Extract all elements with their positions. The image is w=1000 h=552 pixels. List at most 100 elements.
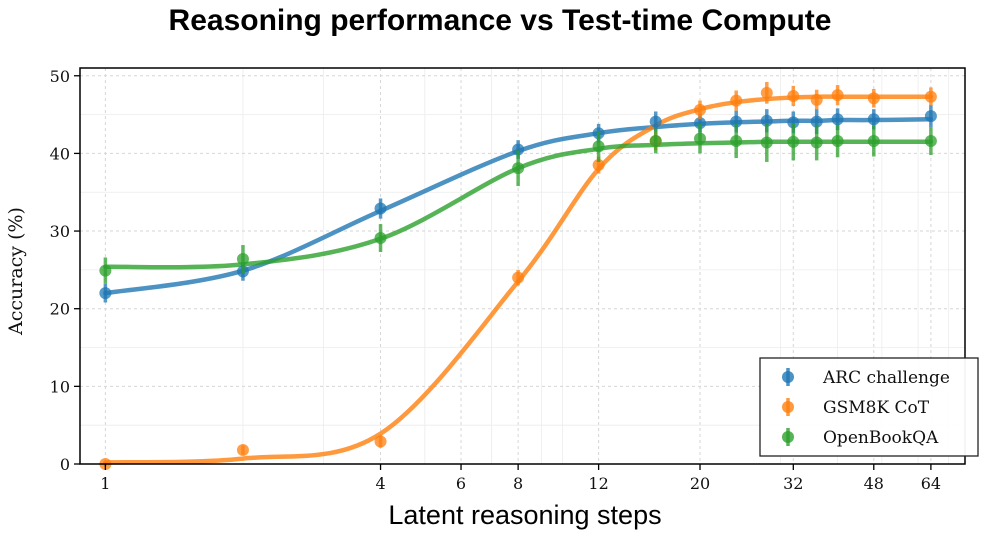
fit-curves xyxy=(103,94,934,465)
data-marker xyxy=(512,162,525,175)
data-point-gsm8k-cot xyxy=(730,90,743,111)
x-tick-label: 48 xyxy=(864,474,884,493)
data-marker xyxy=(99,264,112,277)
x-tick-label: 20 xyxy=(690,474,710,493)
data-marker xyxy=(730,134,743,147)
data-marker xyxy=(236,444,249,457)
data-point-arc-challenge xyxy=(374,198,387,219)
legend-label: ARC challenge xyxy=(822,368,950,388)
data-point-openbookqa xyxy=(810,124,823,161)
legend: ARC challenge GSM8K CoT OpenBookQA xyxy=(759,357,979,457)
data-point-arc-challenge xyxy=(99,283,112,303)
data-marker xyxy=(374,435,387,448)
data-point-gsm8k-cot xyxy=(810,89,823,110)
x-tick-label: 8 xyxy=(513,474,523,493)
data-point-openbookqa xyxy=(694,123,707,154)
y-tick-label: 40 xyxy=(50,144,70,163)
data-point-openbookqa xyxy=(592,130,605,162)
axis-ticks: 1 4 6 8 12 20 32 48 64 0 10 20 30 40 50 xyxy=(50,67,941,493)
x-tick-label: 1 xyxy=(100,474,110,493)
data-point-gsm8k-cot xyxy=(694,100,707,120)
axes-frame xyxy=(79,67,966,465)
data-point-gsm8k-cot xyxy=(374,435,387,448)
fit-curve-gsm8k-cot xyxy=(103,94,934,465)
data-point-openbookqa xyxy=(867,125,880,157)
legend-box xyxy=(759,357,979,457)
data-marker xyxy=(831,89,844,102)
data-marker xyxy=(649,115,662,128)
x-tick-label: 64 xyxy=(921,474,941,493)
data-point-openbookqa xyxy=(649,128,662,154)
data-marker xyxy=(924,90,937,103)
data-marker xyxy=(592,159,605,172)
data-marker xyxy=(512,143,525,156)
data-point-arc-challenge xyxy=(649,111,662,132)
data-marker xyxy=(810,115,823,128)
data-marker xyxy=(730,94,743,107)
data-point-openbookqa xyxy=(760,123,773,162)
data-marker xyxy=(730,115,743,128)
legend-marker xyxy=(782,371,794,383)
data-marker xyxy=(924,134,937,147)
data-marker xyxy=(924,110,937,123)
data-marker xyxy=(760,114,773,127)
data-point-gsm8k-cot xyxy=(512,269,525,286)
data-point-openbookqa xyxy=(236,245,249,273)
data-point-gsm8k-cot xyxy=(867,88,880,108)
data-point-gsm8k-cot xyxy=(924,87,937,107)
data-marker xyxy=(831,134,844,147)
data-point-arc-challenge xyxy=(924,105,937,128)
data-point-openbookqa xyxy=(924,127,937,155)
data-marker xyxy=(99,287,112,300)
data-point-openbookqa xyxy=(787,123,800,161)
data-marker xyxy=(810,93,823,106)
x-tick-label: 6 xyxy=(456,474,466,493)
data-point-gsm8k-cot xyxy=(787,85,800,107)
data-point-gsm8k-cot xyxy=(831,85,844,106)
legend-marker xyxy=(782,401,794,413)
data-point-openbookqa xyxy=(512,150,525,187)
data-point-gsm8k-cot xyxy=(236,444,249,457)
data-point-openbookqa xyxy=(831,124,844,158)
legend-item-arc-challenge: ARC challenge xyxy=(782,368,950,388)
data-marker xyxy=(512,271,525,284)
data-marker xyxy=(787,116,800,129)
data-point-openbookqa xyxy=(374,224,387,253)
data-marker xyxy=(760,136,773,149)
chart-title: Reasoning performance vs Test-time Compu… xyxy=(168,4,832,37)
data-marker xyxy=(694,132,707,145)
x-tick-label: 32 xyxy=(783,474,803,493)
data-marker xyxy=(374,232,387,245)
fit-curve-openbookqa xyxy=(103,139,934,270)
legend-label: GSM8K CoT xyxy=(823,398,930,418)
fit-curve-arc-challenge xyxy=(103,116,934,296)
data-marker xyxy=(867,113,880,126)
data-marker xyxy=(787,89,800,102)
y-tick-label: 0 xyxy=(60,455,70,474)
legend-label: OpenBookQA xyxy=(823,428,939,448)
legend-item-gsm8k-cot: GSM8K CoT xyxy=(782,398,930,418)
y-tick-label: 30 xyxy=(50,222,70,241)
data-point-openbookqa xyxy=(730,123,743,159)
data-marker xyxy=(867,134,880,147)
x-axis-label: Latent reasoning steps xyxy=(388,500,662,530)
data-marker xyxy=(236,253,249,266)
data-marker xyxy=(867,92,880,105)
data-point-gsm8k-cot xyxy=(760,81,773,104)
y-tick-label: 10 xyxy=(50,377,70,396)
y-tick-label: 50 xyxy=(50,67,70,86)
data-marker xyxy=(831,113,844,126)
legend-item-openbookqa: OpenBookQA xyxy=(782,428,939,448)
x-tick-label: 4 xyxy=(375,474,385,493)
data-marker xyxy=(760,86,773,99)
y-tick-label: 20 xyxy=(50,300,70,319)
x-tick-label: 12 xyxy=(588,474,608,493)
data-marker xyxy=(810,136,823,149)
data-marker xyxy=(694,103,707,116)
data-points xyxy=(99,81,937,470)
data-marker xyxy=(374,202,387,215)
data-marker xyxy=(787,135,800,148)
data-marker xyxy=(694,117,707,130)
data-marker xyxy=(592,140,605,153)
